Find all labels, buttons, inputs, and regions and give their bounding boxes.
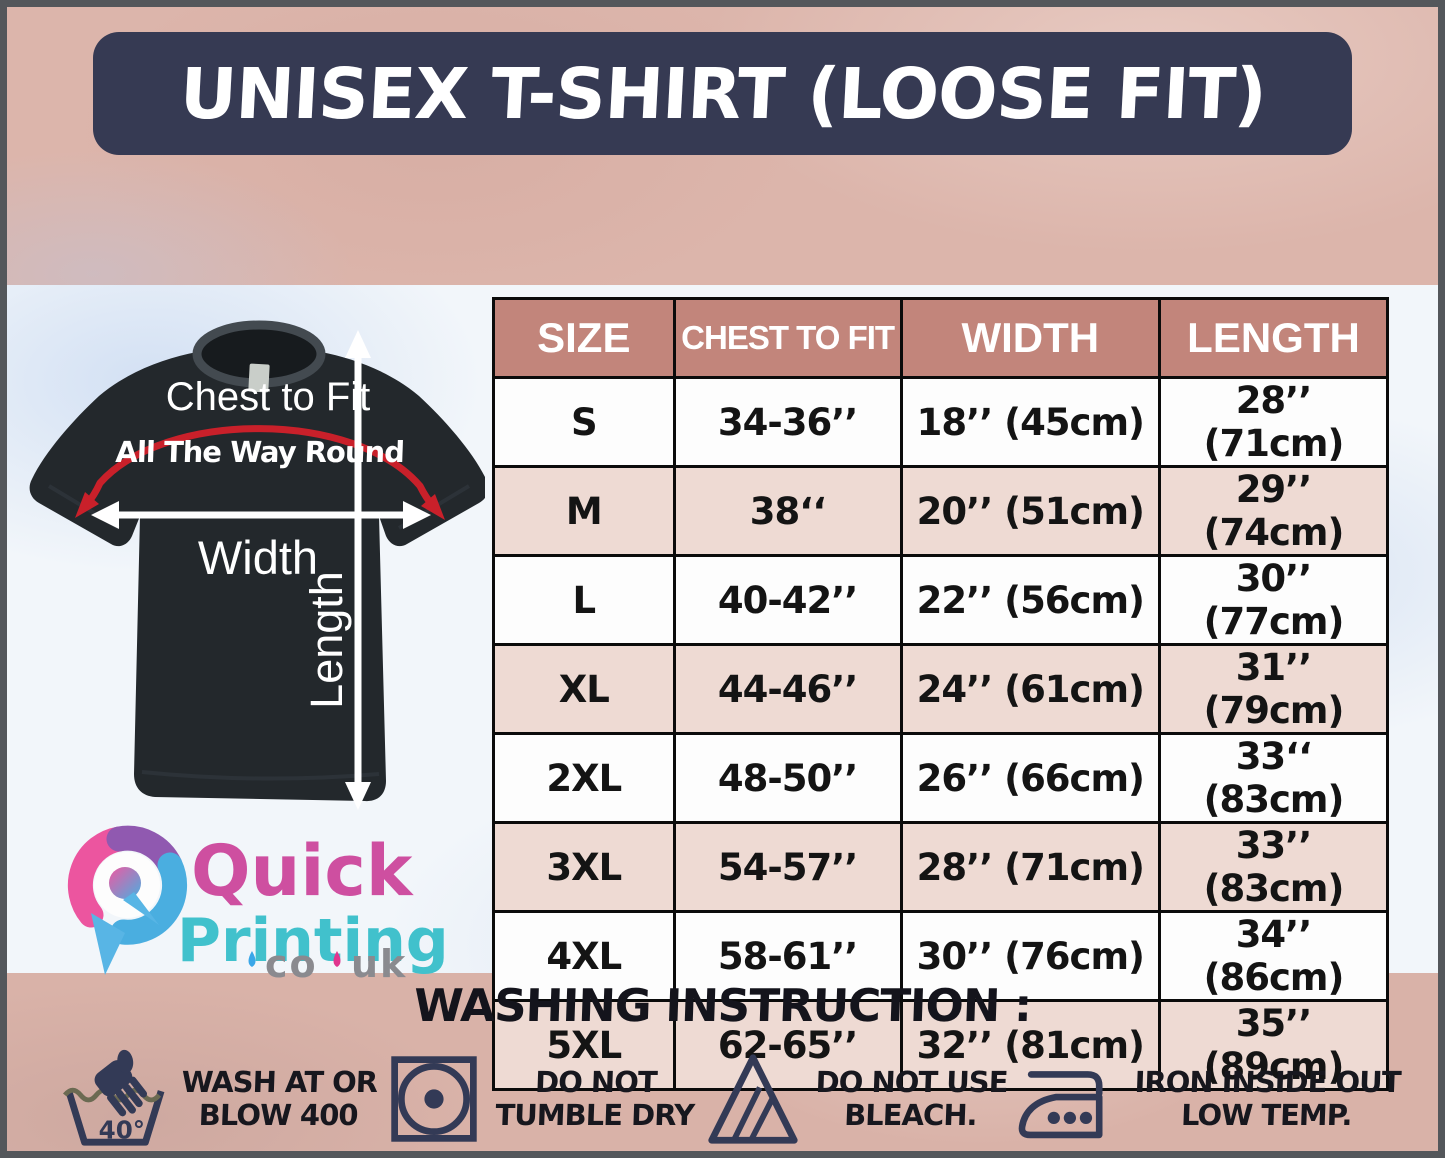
col-header-length: LENGTH xyxy=(1158,297,1389,379)
wash-item-label: WASH AT OR BLOW 400 xyxy=(181,1064,378,1132)
cell-chest: 34-36’’ xyxy=(672,376,903,468)
cell-width: 18’’ (45cm) xyxy=(899,376,1162,468)
cell-width: 28’’ (71cm) xyxy=(899,821,1162,913)
logo-word-printing: Printing xyxy=(177,906,449,976)
col-header-size: SIZE xyxy=(492,297,676,379)
cell-length: 31’’ (79cm) xyxy=(1158,643,1389,735)
cell-width: 26’’ (66cm) xyxy=(899,732,1162,824)
logo-q-mark xyxy=(67,825,188,975)
wash-item-no-bleach: DO NOT USE BLEACH. xyxy=(705,1051,1008,1147)
cell-size: 3XL xyxy=(492,821,676,913)
cell-chest: 44-46’’ xyxy=(672,643,903,735)
chest-to-fit-label: Chest to Fit xyxy=(166,375,371,419)
arc-arrowhead-right xyxy=(421,494,445,520)
table-row: M 38‘‘ 20’’ (51cm) 29’’ (74cm) xyxy=(492,465,1389,557)
table-row: 2XL 48-50’’ 26’’ (66cm) 33‘‘ (83cm) xyxy=(492,732,1389,824)
table-row: XL 44-46’’ 24’’ (61cm) 31’’ (79cm) xyxy=(492,643,1389,735)
table-row: L 40-42’’ 22’’ (56cm) 30’’ (77cm) xyxy=(492,554,1389,646)
logo-tld-uk: uk xyxy=(351,942,407,986)
cell-length: 34’’ (86cm) xyxy=(1158,910,1389,1002)
table-header-row: SIZE CHEST TO FIT WIDTH LENGTH xyxy=(492,297,1389,379)
size-table: SIZE CHEST TO FIT WIDTH LENGTH S 34-36’’ 1… xyxy=(492,297,1389,1091)
cell-width: 24’’ (61cm) xyxy=(899,643,1162,735)
width-label: Width xyxy=(198,531,318,584)
cell-size: M xyxy=(492,465,676,557)
tshirt-neck-label xyxy=(248,363,270,393)
cell-size: 5XL xyxy=(492,999,676,1091)
col-header-chest: CHEST TO FIT xyxy=(672,297,903,379)
table-row: 3XL 54-57’’ 28’’ (71cm) 33’’ (83cm) xyxy=(492,821,1389,913)
cell-chest: 54-57’’ xyxy=(672,821,903,913)
cell-width: 30’’ (76cm) xyxy=(899,910,1162,1002)
length-arrowhead-bottom xyxy=(345,782,371,810)
col-header-width: WIDTH xyxy=(899,297,1162,379)
table-row: S 34-36’’ 18’’ (45cm) 28’’ (71cm) xyxy=(492,376,1389,468)
cell-chest: 38‘‘ xyxy=(672,465,903,557)
length-arrowhead-top xyxy=(345,330,371,358)
cell-size: 4XL xyxy=(492,910,676,1002)
cell-chest: 40-42’’ xyxy=(672,554,903,646)
page-title: UNISEX T-SHIRT (LOOSE FIT) xyxy=(177,52,1268,135)
wash-item-label: DO NOT TUMBLE DRY xyxy=(495,1064,695,1132)
tshirt-hem-shadow xyxy=(141,770,380,781)
cell-size: XL xyxy=(492,643,676,735)
cell-chest: 62-65’’ xyxy=(672,999,903,1091)
cell-length: 35’’ (89cm) xyxy=(1158,999,1389,1091)
wash-item-handwash: 40° WASH AT OR BLOW 400 xyxy=(59,1049,378,1149)
cell-size: S xyxy=(492,376,676,468)
wash-item-label: IRON INSIDE OUT LOW TEMP. xyxy=(1134,1064,1402,1132)
cell-length: 29’’ (74cm) xyxy=(1158,465,1389,557)
washing-instruction-title: WASHING INSTRUCTION : xyxy=(412,979,1033,1032)
cell-length: 33‘‘ (83cm) xyxy=(1158,732,1389,824)
cell-chest: 48-50’’ xyxy=(672,732,903,824)
cell-length: 33’’ (83cm) xyxy=(1158,821,1389,913)
arc-arrowhead-left xyxy=(75,492,99,518)
do-not-tumble-dry-icon xyxy=(391,1056,477,1142)
table-row: 5XL 62-65’’ 32’’ (81cm) 35’’ (89cm) xyxy=(492,999,1389,1091)
iron-low-temp-icon xyxy=(1018,1071,1103,1139)
tshirt-body xyxy=(29,352,485,802)
quickprinting-logo: Quick Printing co uk xyxy=(67,825,449,986)
logo-drop-pink xyxy=(333,951,341,967)
cell-length: 30’’ (77cm) xyxy=(1158,554,1389,646)
do-not-bleach-icon xyxy=(707,1054,798,1144)
washing-icons-row: 40° WASH AT OR BLOW 400 DO NOT TUMBLE DRY xyxy=(59,1045,1402,1151)
width-arrowhead-left xyxy=(91,501,119,529)
hand-wash-40-icon: 40° xyxy=(62,1049,165,1146)
cell-size: 2XL xyxy=(492,732,676,824)
wash-item-label: DO NOT USE BLEACH. xyxy=(814,1064,1008,1132)
logo-word-quick: Quick xyxy=(191,830,414,912)
width-arrowhead-right xyxy=(403,501,431,529)
table-row: 4XL 58-61’’ 30’’ (76cm) 34’’ (86cm) xyxy=(492,910,1389,1002)
cell-width: 20’’ (51cm) xyxy=(899,465,1162,557)
length-label: Length xyxy=(301,571,352,709)
logo-tld-co: co xyxy=(265,942,318,986)
page-title-banner: UNISEX T-SHIRT (LOOSE FIT) xyxy=(93,32,1352,155)
cell-length: 28’’ (71cm) xyxy=(1158,376,1389,468)
tshirt-measurement-diagram: Chest to Fit All The Way Round Width Len… xyxy=(29,320,485,810)
wash-item-iron: IRON INSIDE OUT LOW TEMP. xyxy=(1016,1051,1402,1147)
logo-drop-blue xyxy=(248,951,256,967)
cell-width: 22’’ (56cm) xyxy=(899,554,1162,646)
wash-item-no-tumble-dry: DO NOT TUMBLE DRY xyxy=(386,1051,695,1147)
cell-size: L xyxy=(492,554,676,646)
wash-temp-label: 40° xyxy=(99,1115,145,1144)
cell-chest: 58-61’’ xyxy=(672,910,903,1002)
